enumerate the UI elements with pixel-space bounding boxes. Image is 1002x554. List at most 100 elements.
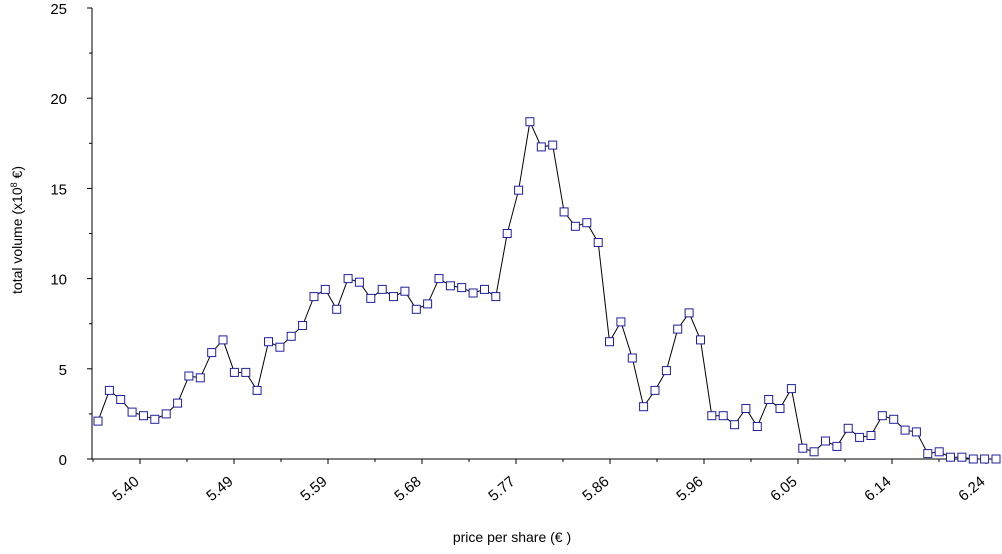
data-point (821, 436, 830, 446)
x-tick-label: 5.96 (673, 473, 706, 505)
data-point (286, 331, 296, 341)
data-point (923, 449, 933, 459)
data-point (104, 385, 114, 395)
data-point (627, 353, 637, 363)
data-point (93, 416, 103, 426)
x-tick-label: 6.05 (767, 473, 800, 505)
data-point (582, 218, 592, 228)
data-point (911, 427, 921, 437)
data-point (570, 221, 580, 231)
data-point (684, 308, 694, 318)
x-tick-label: 6.24 (955, 473, 988, 505)
data-point (832, 441, 842, 451)
data-point (252, 385, 262, 395)
data-point (707, 411, 717, 421)
data-point (275, 342, 285, 352)
data-point (207, 348, 217, 358)
data-point (752, 422, 762, 431)
data-point (445, 281, 455, 291)
data-point (877, 411, 887, 421)
data-point (514, 185, 524, 195)
data-point (673, 324, 683, 334)
x-tick-label: 6.14 (861, 473, 894, 505)
data-point (946, 452, 955, 462)
y-axis-title: total volume (x108 €) (9, 166, 25, 294)
data-point (741, 404, 751, 413)
data-point (957, 452, 967, 462)
data-point (480, 284, 489, 294)
data-point (843, 423, 853, 433)
data-point (980, 454, 990, 464)
data-point (423, 299, 433, 309)
data-point (468, 288, 478, 298)
data-point (559, 207, 569, 217)
data-point (320, 284, 330, 294)
data-point (457, 283, 467, 293)
data-point (775, 404, 785, 413)
data-point (889, 414, 899, 424)
data-point (616, 317, 626, 327)
data-point (764, 395, 774, 404)
data-point (605, 337, 614, 347)
series-line (97, 119, 996, 460)
data-point (377, 284, 387, 294)
y-tick-label: 0 (59, 452, 67, 469)
x-axis-title: price per share (€ ) (453, 529, 571, 545)
x-tick-label: 5.59 (297, 473, 330, 505)
x-tick-label: 5.40 (109, 473, 142, 505)
data-point (332, 304, 342, 314)
data-point (798, 443, 808, 453)
data-point (229, 367, 239, 377)
y-tick-label: 5 (59, 362, 67, 379)
data-point (650, 385, 660, 395)
data-point (354, 277, 364, 287)
y-tick-label: 20 (50, 91, 67, 108)
data-point (730, 420, 740, 430)
data-point (127, 407, 137, 417)
data-point (536, 142, 546, 152)
data-point (786, 384, 796, 394)
data-point (150, 414, 160, 424)
y-tick-label: 10 (50, 272, 67, 289)
data-point (661, 366, 671, 376)
data-point (184, 371, 194, 381)
data-point (400, 286, 410, 296)
data-point (855, 432, 865, 442)
data-point (866, 431, 876, 440)
y-axis-title-sup: 8 (9, 182, 19, 187)
data-point (366, 293, 376, 303)
x-tick-label: 5.86 (579, 473, 612, 505)
y-axis-title-main: total volume (x10 (9, 187, 25, 294)
data-point (593, 238, 603, 247)
series-group (93, 117, 1001, 464)
y-tick-label: 15 (50, 181, 67, 198)
axis-labels: price per share (€ ) total volume (x108 … (9, 166, 571, 545)
data-point (218, 335, 228, 345)
data-point (411, 304, 421, 314)
x-tick-label: 5.68 (391, 473, 424, 505)
data-point (241, 367, 251, 377)
data-point (968, 454, 978, 464)
x-tick-label: 5.49 (203, 473, 236, 505)
data-point (502, 229, 512, 238)
data-point (161, 409, 171, 419)
data-point (934, 447, 944, 457)
data-point (173, 398, 183, 408)
data-point (491, 292, 501, 302)
x-tick-label: 5.77 (485, 473, 518, 505)
data-point (991, 454, 1001, 464)
data-point (548, 140, 558, 150)
data-point (809, 447, 819, 457)
data-point (343, 274, 353, 284)
data-point (900, 425, 910, 435)
data-point (434, 274, 444, 284)
data-point (195, 373, 205, 383)
data-point (264, 337, 273, 347)
data-point (309, 292, 319, 302)
data-point (298, 321, 308, 330)
data-point (718, 411, 728, 421)
y-tick-label: 25 (50, 1, 67, 18)
data-point (696, 335, 705, 345)
data-point (389, 292, 398, 302)
